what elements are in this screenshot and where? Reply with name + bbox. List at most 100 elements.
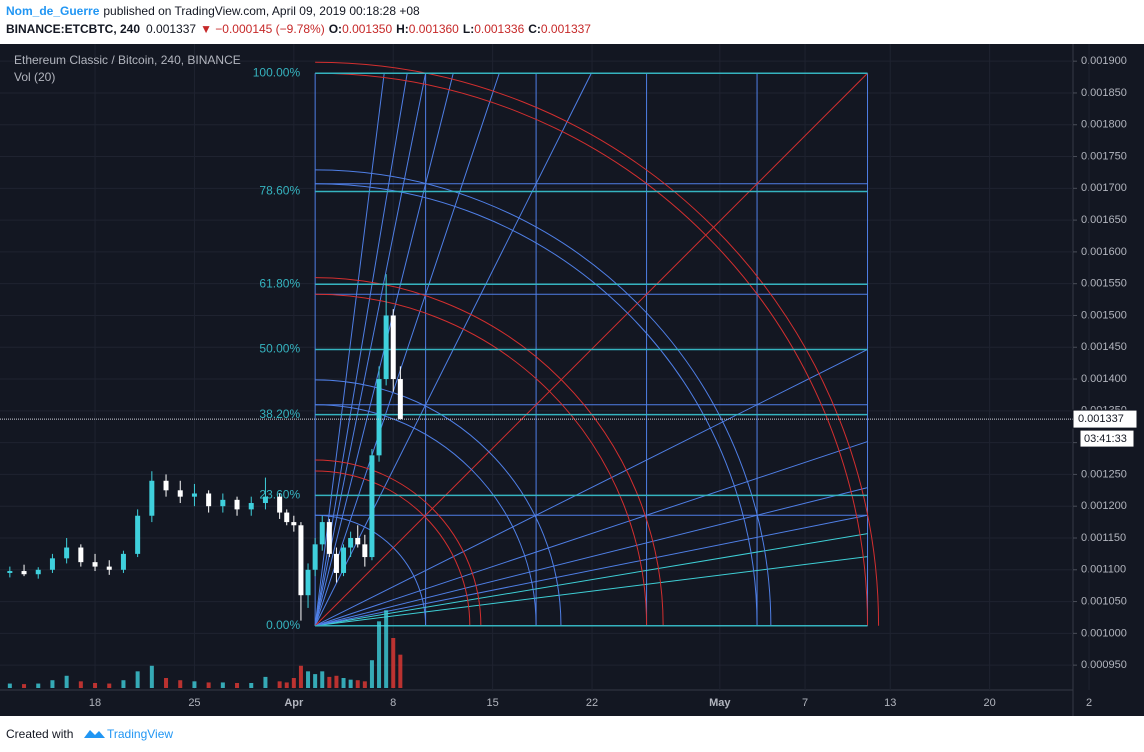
fib-label: 0.00% (266, 618, 300, 632)
candle-body (177, 490, 183, 497)
gann-arc (315, 514, 427, 626)
candle-body (35, 569, 41, 575)
candle-body (149, 480, 155, 516)
candle-body (397, 379, 403, 420)
volume-bar (178, 680, 183, 688)
candle-body (64, 547, 70, 559)
volume-title: Vol (20) (14, 70, 55, 84)
volume-bar (235, 683, 240, 688)
symbol: BINANCE:ETCBTC, 240 (6, 22, 140, 36)
gann-arc (315, 293, 648, 626)
gann-arc (315, 459, 482, 626)
gann-fan (315, 533, 868, 627)
last: 0.001337 (146, 22, 196, 36)
volume-bar (220, 682, 225, 688)
candle-body (106, 566, 112, 570)
candle-body (326, 522, 332, 554)
candle-body (262, 496, 268, 504)
volume-bar (7, 683, 12, 688)
volume-bar (348, 679, 353, 688)
volume-bar (249, 683, 254, 688)
x-tick-label: 18 (89, 697, 101, 709)
volume-bar (263, 676, 268, 688)
candle-body (135, 515, 141, 554)
chart-panel (0, 44, 1144, 716)
candle-body (49, 558, 55, 570)
chart-title: Ethereum Classic / Bitcoin, 240, BINANCE (14, 53, 241, 67)
x-tick-label: 7 (802, 697, 808, 709)
volume-bar (93, 683, 98, 688)
x-tick-label: 8 (390, 697, 396, 709)
candle-body (291, 522, 297, 526)
header-line: Nom_de_Guerre published on TradingView.co… (6, 4, 420, 18)
y-tick-label: 0.001000 (1081, 627, 1127, 639)
chart-layers: 0.001900 0.001850 0.001800 0.001750 0.001700… (0, 44, 1138, 709)
y-tick-label: 0.001200 (1081, 500, 1127, 512)
candle-body (376, 379, 382, 456)
candle-body (341, 547, 347, 573)
gann-fan (315, 556, 868, 627)
y-tick-label: 0.001800 (1081, 119, 1127, 131)
y-tick-label: 0.001550 (1081, 278, 1127, 290)
volume-bar (284, 682, 289, 688)
volume-bar (327, 676, 332, 688)
y-tick-label: 0.001900 (1081, 55, 1127, 67)
volume-bar (398, 654, 403, 688)
gann-fan (315, 487, 868, 627)
volume-bar (121, 680, 126, 688)
footer-brand[interactable]: TradingView (107, 727, 173, 741)
ohlc-label: H: (396, 22, 409, 36)
gann-fan (315, 514, 868, 627)
ohlc-value: 0.001337 (541, 22, 591, 36)
candle-body (333, 553, 339, 573)
x-tick-label: Apr (284, 697, 304, 709)
candle-body (92, 562, 98, 567)
ohlc-value: 0.001360 (409, 22, 459, 36)
candle-body (348, 537, 354, 548)
volume-bar (320, 671, 325, 688)
volume-bar (334, 675, 339, 688)
y-tick-label: 0.001600 (1081, 246, 1127, 258)
candle-body (355, 537, 361, 545)
fib-label: 78.60% (259, 184, 300, 198)
candle-body (78, 547, 84, 563)
candle-body (248, 503, 254, 510)
volume-bar (306, 671, 311, 688)
volume-bar (369, 660, 374, 688)
candle-body (369, 455, 375, 558)
candle-body (7, 571, 13, 573)
candle-body (305, 569, 311, 596)
volume-bar (64, 675, 69, 688)
fib-label: 100.00% (253, 65, 301, 79)
y-tick-label: 0.001150 (1081, 532, 1126, 544)
candle-body (163, 480, 169, 491)
candle-body (312, 544, 318, 570)
x-tick-label: 2 (1086, 697, 1092, 709)
volume-bar (291, 678, 296, 688)
candle-body (191, 493, 197, 497)
countdown: 03:41:33 (1084, 433, 1127, 445)
candle-body (234, 499, 240, 510)
volume-bar (78, 681, 83, 688)
x-tick-label: 13 (884, 697, 896, 709)
gann-fan (314, 441, 868, 627)
candle-body (220, 499, 226, 507)
volume-bar (36, 683, 41, 688)
x-tick-label: 20 (984, 697, 996, 709)
y-tick-label: 0.001750 (1081, 150, 1127, 162)
y-tick-label: 0.001050 (1081, 595, 1127, 607)
volume-bar (164, 678, 169, 688)
ohlc-label: O: (329, 22, 342, 36)
y-tick-label: 0.001450 (1081, 341, 1127, 353)
ohlc-value: 0.001336 (474, 22, 524, 36)
gann-arc (315, 379, 562, 626)
volume-bar (341, 678, 346, 688)
candle-body (362, 544, 368, 558)
candle-body (206, 493, 212, 507)
volume-bar (391, 638, 396, 688)
author[interactable]: Nom_de_Guerre (6, 4, 100, 18)
y-tick-label: 0.000950 (1081, 659, 1127, 671)
x-tick-label: 22 (586, 697, 598, 709)
candle-body (319, 522, 325, 545)
